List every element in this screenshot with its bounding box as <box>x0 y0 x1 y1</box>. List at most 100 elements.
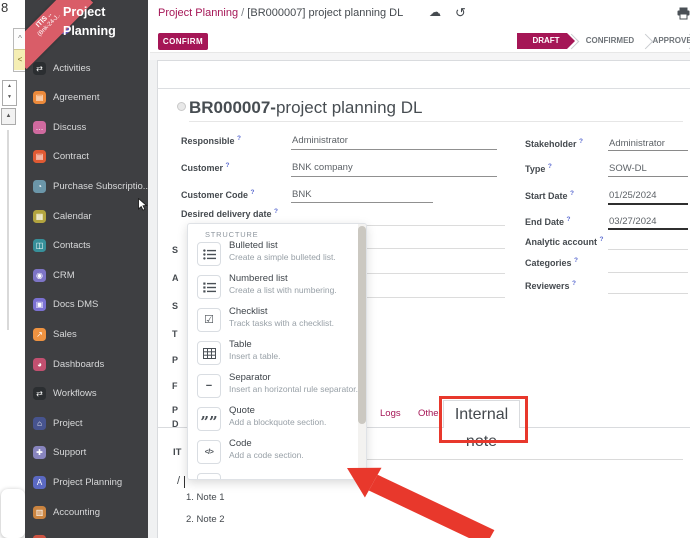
spinner-control[interactable]: ▲ ▼ <box>2 80 17 106</box>
arrow-up-icon[interactable]: ▲ <box>7 83 12 89</box>
scrollbar-track[interactable] <box>7 130 9 330</box>
checklist-icon: ☑ <box>197 308 221 332</box>
breadcrumb: Project Planning / [BR000007] project pl… <box>158 7 403 19</box>
sidebar-item-crm[interactable]: ◉ CRM <box>33 265 75 285</box>
undo-icon[interactable]: ↺ <box>455 5 466 20</box>
breadcrumb-parent-link[interactable]: Project Planning <box>158 7 239 19</box>
powerbox-scrollbar-thumb[interactable] <box>358 226 366 424</box>
sidebar-item-calendar[interactable]: ▦ Calendar <box>33 206 92 226</box>
breadcrumb-current: [BR000007] project planning DL <box>247 7 404 19</box>
sidebar-item-contacts[interactable]: ◫ Contacts <box>33 236 91 256</box>
printer-icon[interactable] <box>677 7 690 25</box>
field-value-stakeholder[interactable]: Administrator <box>609 138 665 149</box>
powerbox-item-name: Table <box>229 339 252 350</box>
help-marker: ? <box>599 236 604 243</box>
sidebar-item-purchase-subscriptio[interactable]: ◔ Purchase Subscriptio... <box>33 176 148 196</box>
status-step-approved[interactable]: APPROVED <box>652 36 690 45</box>
powerbox-item-desc: Insert a table. <box>229 351 281 361</box>
field-value-type[interactable]: SOW-DL <box>609 163 647 174</box>
arrow-down-icon[interactable]: ▼ <box>7 94 12 100</box>
caret-left-icon[interactable]: < <box>14 49 26 70</box>
field-label-type: Type ? <box>525 163 552 174</box>
field-value-customer-code[interactable]: BNK <box>292 189 312 200</box>
field-underline <box>291 176 497 177</box>
confirm-button[interactable]: CONFIRM <box>158 33 208 50</box>
note-list-item: 1. Note 1 <box>186 492 225 503</box>
help-marker: ? <box>566 216 571 223</box>
scroll-up-button[interactable]: ▲ <box>1 108 16 125</box>
powerbox-item-name: Separator <box>229 372 271 383</box>
powerbox-item-quote[interactable]: ”” Quote Add a blockquote section. <box>188 405 354 437</box>
powerbox-item-code[interactable]: </> Code Add a code section. <box>188 438 354 470</box>
powerbox-item-partial-icon <box>197 473 221 479</box>
sidebar-item-project[interactable]: ⌂ Project <box>33 413 83 433</box>
divider <box>150 52 690 53</box>
sidebar-item-label: Workflows <box>53 388 97 400</box>
bulleted-list-icon <box>197 242 221 266</box>
help-marker: ? <box>570 190 574 197</box>
annotation-red-box <box>439 396 528 443</box>
powerbox-item-name: Checklist <box>229 306 268 317</box>
sidebar-item-label: Purchase Subscriptio... <box>53 180 148 192</box>
help-marker: ? <box>225 162 230 169</box>
powerbox-item-desc: Create a simple bulleted list. <box>229 252 336 262</box>
app-icon <box>33 535 46 538</box>
sidebar-item-workflows[interactable]: ⇄ Workflows <box>33 384 97 404</box>
field-underline-hidden <box>291 225 505 226</box>
help-marker: ? <box>250 189 255 196</box>
field-underline-hidden <box>291 273 505 274</box>
field-underline <box>608 150 688 151</box>
sidebar-item-contract[interactable]: ▤ Contract <box>33 147 89 167</box>
powerbox-item-bulleted-list[interactable]: Bulleted list Create a simple bulleted li… <box>188 240 354 272</box>
field-value-end-date[interactable]: 03/27/2024 <box>609 216 657 227</box>
hidden-field-label-fragment: S <box>172 301 179 311</box>
app-title: Project Planning <box>63 5 116 38</box>
status-step-confirmed[interactable]: CONFIRMED <box>585 36 635 45</box>
powerbox-item-checklist[interactable]: ☑ Checklist Track tasks with a checklist. <box>188 306 354 338</box>
sidebar-item-dashboards[interactable]: ◕ Dashboards <box>33 354 104 374</box>
calendar-icon: ▦ <box>33 209 46 223</box>
sidebar-item-agreement[interactable]: ▤ Agreement <box>33 88 99 108</box>
powerbox-item-desc: Add a code section. <box>229 450 304 460</box>
page-background <box>148 60 157 538</box>
field-value-responsible[interactable]: Administrator <box>292 135 348 146</box>
sidebar-item-label: CRM <box>53 269 75 281</box>
powerbox-item-desc: Add a blockquote section. <box>229 417 327 427</box>
sidebar-item-docs-dms[interactable]: ▣ Docs DMS <box>33 295 98 315</box>
tab-other[interactable]: Other <box>418 408 442 419</box>
field-label-customer-code: Customer Code ? <box>181 189 255 200</box>
field-label-stakeholder: Stakeholder ? <box>525 138 584 149</box>
field-label-end-date: End Date ? <box>525 216 571 227</box>
help-marker: ? <box>547 163 552 170</box>
powerbox-item-numbered-list[interactable]: Numbered list Create a list with numberin… <box>188 273 354 305</box>
sidebar-item-activities[interactable]: ⇄ Activities <box>33 58 90 78</box>
sidebar-item-item[interactable] <box>33 532 53 538</box>
powerbox-item-separator[interactable]: − Separator Insert an horizontal rule sepa… <box>188 372 358 404</box>
powerbox-item-table[interactable]: Table Insert a table. <box>188 339 354 371</box>
hidden-field-label-fragment: P <box>172 355 179 365</box>
sidebar-item-discuss[interactable]: … Discuss <box>33 117 86 137</box>
sidebar-item-project-planning[interactable]: A Project Planning <box>33 472 122 492</box>
building-icon: ⌂ <box>33 416 46 430</box>
sidebar-item-sales[interactable]: ↗ Sales <box>33 324 77 344</box>
field-value-start-date[interactable]: 01/25/2024 <box>609 190 657 201</box>
sidebar-item-support[interactable]: ✚ Support <box>33 443 86 463</box>
record-title[interactable]: BR000007-project planning DL <box>189 98 423 117</box>
document-icon: ▤ <box>33 150 46 164</box>
field-underline <box>608 272 688 273</box>
numbered-list-icon <box>197 275 221 299</box>
tab-internal-note[interactable]: Internal note <box>443 400 520 450</box>
title-underline <box>189 121 683 122</box>
caret-up-icon[interactable]: ^ <box>18 34 22 43</box>
field-label-analytic-account: Analytic account ? <box>525 236 604 247</box>
field-label-reviewers: Reviewers ? <box>525 280 577 291</box>
support-icon: ✚ <box>33 446 46 460</box>
sidebar-item-accounting[interactable]: ▥ Accounting <box>33 502 100 522</box>
status-step-draft[interactable]: DRAFT <box>517 33 575 49</box>
tab-logs[interactable]: Logs <box>380 408 401 419</box>
translation-dot <box>177 102 186 111</box>
sidebar-item-label: Activities <box>53 62 91 74</box>
save-cloud-icon[interactable]: ☁ <box>429 5 441 19</box>
hidden-field-label-fragment: F <box>172 381 178 391</box>
field-value-customer[interactable]: BNK company <box>292 162 353 173</box>
